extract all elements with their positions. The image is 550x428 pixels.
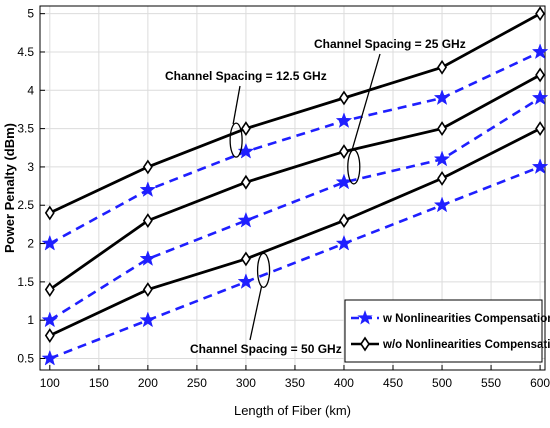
legend-item: w Nonlinearities Compensation xyxy=(351,310,550,325)
data-point-star xyxy=(531,89,549,106)
data-point-diamond xyxy=(44,282,55,297)
data-point-diamond xyxy=(535,6,546,22)
x-tick-label: 500 xyxy=(432,376,452,390)
data-point-star xyxy=(139,311,157,328)
x-tick-label: 200 xyxy=(138,376,158,390)
series-w-50-ghz xyxy=(41,158,549,366)
series-wo-50-ghz xyxy=(44,121,546,343)
annotation-ellipse xyxy=(229,122,243,158)
tick-layer: 100 150 200 250 300 350 400 450 500 550 600 0.5 1 1.5… xyxy=(17,7,550,390)
series-line xyxy=(49,96,541,322)
data-point-diamond xyxy=(437,170,448,186)
data-point-diamond xyxy=(437,59,448,75)
data-point-diamond xyxy=(339,144,349,160)
series-w-25-ghz xyxy=(41,89,549,328)
x-tick-label: 300 xyxy=(236,376,256,390)
data-point-star xyxy=(433,150,451,167)
legend-box xyxy=(344,299,543,363)
x-tick-label: 600 xyxy=(530,376,550,390)
data-point-star xyxy=(335,234,353,251)
y-tick-label: 4.5 xyxy=(17,45,34,59)
data-point-diamond xyxy=(44,205,55,221)
annotation-ellipse xyxy=(347,149,361,185)
series-line xyxy=(49,12,541,215)
series-wo-25-ghz xyxy=(44,67,546,297)
data-point-star xyxy=(531,158,549,174)
x-tick-label: 450 xyxy=(383,376,403,390)
x-tick-label: 250 xyxy=(187,376,207,390)
legend-item: w/o Nonlinearities Compensation xyxy=(351,336,550,352)
y-tick-label: 5 xyxy=(27,7,34,21)
series-line xyxy=(49,165,541,360)
series-line xyxy=(48,73,541,291)
y-tick-label: 2.5 xyxy=(17,198,34,212)
y-tick-label: 1.5 xyxy=(17,275,34,289)
series-layer xyxy=(41,6,549,366)
x-tick-label: 350 xyxy=(285,376,305,390)
x-tick-label: 150 xyxy=(89,376,109,390)
data-point-diamond xyxy=(142,159,153,175)
legend-star-icon xyxy=(357,310,373,325)
annotation-layer: Channel Spacing = 12.5 GHz Channel Spacin… xyxy=(165,37,466,356)
data-point-star xyxy=(139,181,157,197)
x-axis-title: Length of Fiber (km) xyxy=(234,403,351,418)
data-point-diamond xyxy=(142,282,153,297)
legend-label: w Nonlinearities Compensation xyxy=(382,313,550,325)
annotation-ellipse xyxy=(256,252,271,289)
annotation-pointer xyxy=(351,53,381,152)
y-tick-label: 4 xyxy=(27,83,34,97)
data-point-star xyxy=(433,196,451,213)
x-tick-label: 550 xyxy=(481,376,501,390)
data-point-diamond xyxy=(44,328,55,343)
data-point-diamond xyxy=(142,213,153,229)
data-point-star xyxy=(139,250,157,266)
annotation-label: Channel Spacing = 25 GHz xyxy=(314,37,466,51)
series-w-12-5-ghz xyxy=(41,43,549,251)
annotation-pointer xyxy=(249,286,263,341)
series-line xyxy=(49,127,541,337)
legend-label: w/o Nonlinearities Compensation xyxy=(382,339,550,351)
legend-diamond-icon xyxy=(360,336,370,352)
legend: w Nonlinearities Compensation w/o Nonline… xyxy=(344,299,550,363)
data-point-diamond xyxy=(437,121,448,137)
y-axis-title: Power Penalty (dBm) xyxy=(2,123,17,253)
data-point-diamond xyxy=(240,174,251,190)
data-point-diamond xyxy=(535,67,546,83)
series-wo-12-5-ghz xyxy=(44,6,546,221)
x-tick-label: 100 xyxy=(40,376,60,390)
plot-frame xyxy=(39,5,546,371)
annotation-label: Channel Spacing = 50 GHz xyxy=(190,342,342,356)
annotation-label: Channel Spacing = 12.5 GHz xyxy=(165,69,327,83)
data-point-diamond xyxy=(240,251,251,267)
y-tick-label: 3.5 xyxy=(17,122,34,136)
data-point-star xyxy=(335,112,353,129)
data-point-star xyxy=(531,43,549,60)
data-point-star xyxy=(41,311,59,328)
data-point-star xyxy=(237,211,255,228)
data-point-diamond xyxy=(535,121,546,137)
data-point-star xyxy=(433,89,451,106)
y-tick-label: 0.5 xyxy=(17,352,34,366)
data-point-star xyxy=(41,349,59,366)
data-point-diamond xyxy=(339,90,349,106)
data-point-star xyxy=(41,234,59,251)
data-point-star xyxy=(237,142,255,159)
y-tick-label: 1 xyxy=(27,313,34,327)
y-tick-label: 3 xyxy=(27,160,34,174)
annotation-pointer xyxy=(232,85,241,125)
data-point-diamond xyxy=(339,213,349,229)
data-point-star xyxy=(237,273,255,289)
data-point-diamond xyxy=(240,121,251,137)
series-line xyxy=(49,50,541,245)
y-tick-label: 2 xyxy=(27,237,34,251)
x-tick-label: 400 xyxy=(334,376,354,390)
